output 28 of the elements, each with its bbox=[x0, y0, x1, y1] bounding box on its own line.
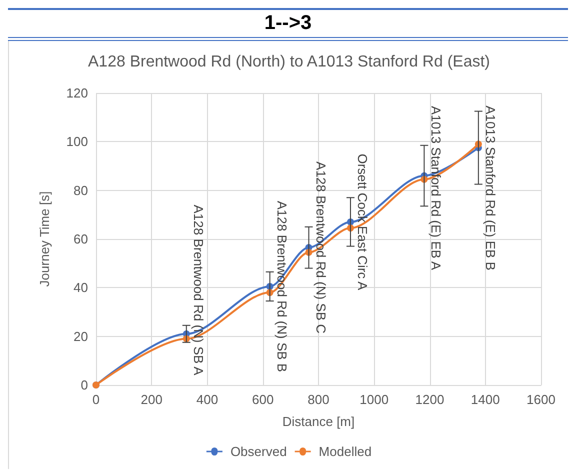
y-tick-label: 120 bbox=[66, 86, 88, 100]
x-tick-label: 800 bbox=[308, 392, 330, 407]
annotation: A1013 Stanford Rd (E) EB A bbox=[428, 106, 444, 270]
legend-label: Observed bbox=[230, 444, 287, 459]
annotation: Orsett Cock East Circ A bbox=[354, 154, 370, 291]
x-tick-label: 1400 bbox=[470, 392, 500, 407]
x-tick-label: 0 bbox=[92, 392, 100, 407]
chart-subtitle: A128 Brentwood Rd (North) to A1013 Stanford Rd (East) bbox=[88, 54, 490, 70]
x-axis-title: Distance [m] bbox=[282, 414, 355, 429]
x-tick-label: 1200 bbox=[415, 392, 444, 407]
x-tick-label: 200 bbox=[140, 392, 162, 407]
y-tick-label: 40 bbox=[74, 280, 88, 296]
annotation: A128 Brentwood Rd (N) SB B bbox=[274, 200, 290, 372]
y-axis-title: Journey Time [s] bbox=[37, 191, 52, 287]
y-tick-label: 100 bbox=[66, 134, 88, 150]
y-tick-label: 80 bbox=[74, 182, 88, 198]
y-tick-label: 60 bbox=[74, 232, 88, 246]
legend-label: Modelled bbox=[318, 444, 372, 459]
chart-title: 1-->3 bbox=[8, 8, 568, 41]
x-tick-label: 1000 bbox=[360, 392, 389, 407]
y-tick-label: 0 bbox=[80, 378, 88, 392]
annotation: A128 Brentwood Rd (N) SB A bbox=[190, 204, 206, 376]
x-tick-label: 600 bbox=[252, 392, 274, 407]
annotation: A128 Brentwood Rd (N) SB C bbox=[313, 162, 328, 334]
y-tick-label: 20 bbox=[74, 328, 88, 344]
x-tick-label: 1600 bbox=[526, 392, 556, 407]
x-tick-label: 400 bbox=[196, 392, 218, 407]
annotation: A1013 Stanford Rd (E) EB B bbox=[482, 106, 498, 270]
